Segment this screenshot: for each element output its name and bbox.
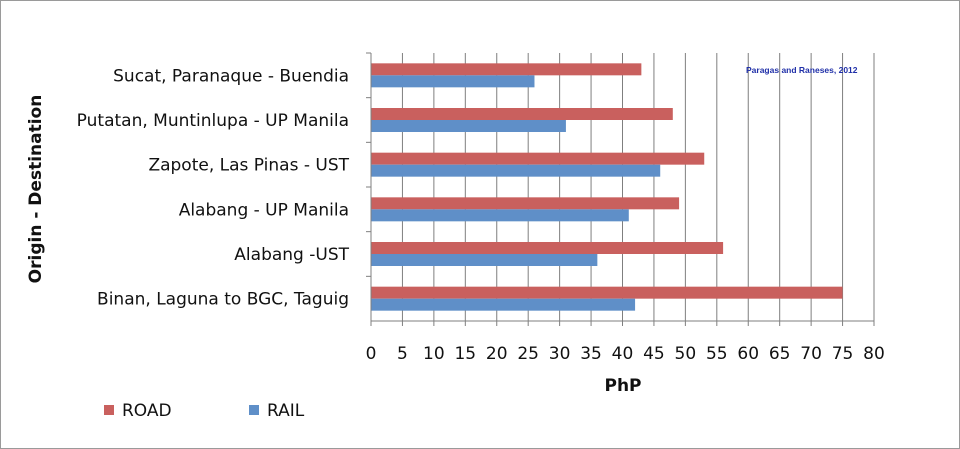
legend-label-rail: RAIL bbox=[267, 401, 305, 421]
x-tick-label: 40 bbox=[612, 344, 634, 364]
x-tick-label: 80 bbox=[863, 344, 885, 364]
x-tick-label: 5 bbox=[397, 344, 408, 364]
legend-swatch-rail bbox=[249, 405, 259, 415]
category-label: Sucat, Paranaque - Buendia bbox=[113, 66, 349, 86]
bar-road bbox=[371, 197, 680, 210]
x-tick-label: 30 bbox=[549, 344, 571, 364]
x-tick-label: 50 bbox=[675, 344, 697, 364]
category-label: Zapote, Las Pinas - UST bbox=[148, 156, 349, 176]
y-axis-title: Origin - Destination bbox=[26, 95, 46, 284]
x-tick-label: 15 bbox=[454, 344, 476, 364]
bar-road bbox=[371, 63, 642, 76]
x-tick-label: 35 bbox=[580, 344, 602, 364]
x-tick-label: 70 bbox=[800, 344, 822, 364]
x-tick-label: 25 bbox=[517, 344, 539, 364]
category-label: Alabang -UST bbox=[234, 245, 349, 265]
category-label: Putatan, Muntinlupa - UP Manila bbox=[77, 111, 349, 131]
tick-labels: 0 5 10 15 20 25 30 35 40 45 50 55 60 65 70 75 80 bbox=[366, 321, 885, 364]
x-tick-label: 0 bbox=[366, 344, 377, 364]
x-tick-label: 10 bbox=[423, 344, 445, 364]
legend-swatch-road bbox=[104, 405, 114, 415]
category-label: Alabang - UP Manila bbox=[179, 200, 349, 220]
category-labels: Sucat, Paranaque - Buendia Putatan, Munti… bbox=[77, 66, 350, 309]
bars bbox=[371, 63, 843, 311]
bar-road bbox=[371, 152, 705, 165]
x-tick-label: 65 bbox=[769, 344, 791, 364]
x-tick-label: 45 bbox=[643, 344, 665, 364]
x-axis-title: PhP bbox=[604, 376, 641, 396]
bar-rail bbox=[371, 75, 535, 88]
legend: ROAD RAIL bbox=[104, 401, 305, 421]
bar-rail bbox=[371, 298, 636, 311]
bar-rail bbox=[371, 254, 598, 266]
bar-rail bbox=[371, 120, 566, 132]
bar-road bbox=[371, 108, 673, 120]
bar-road bbox=[371, 242, 724, 254]
bar-rail bbox=[371, 164, 661, 177]
bar-rail bbox=[371, 209, 629, 222]
x-tick-label: 75 bbox=[832, 344, 854, 364]
legend-label-road: ROAD bbox=[122, 401, 172, 421]
x-tick-label: 60 bbox=[737, 344, 759, 364]
bar-road bbox=[371, 286, 843, 299]
x-tick-label: 20 bbox=[486, 344, 508, 364]
axes bbox=[366, 52, 874, 322]
source-annotation: Paragas and Raneses, 2012 bbox=[746, 65, 858, 75]
gridlines bbox=[401, 53, 875, 321]
x-tick-label: 55 bbox=[706, 344, 728, 364]
category-label: Binan, Laguna to BGC, Taguig bbox=[97, 290, 349, 310]
